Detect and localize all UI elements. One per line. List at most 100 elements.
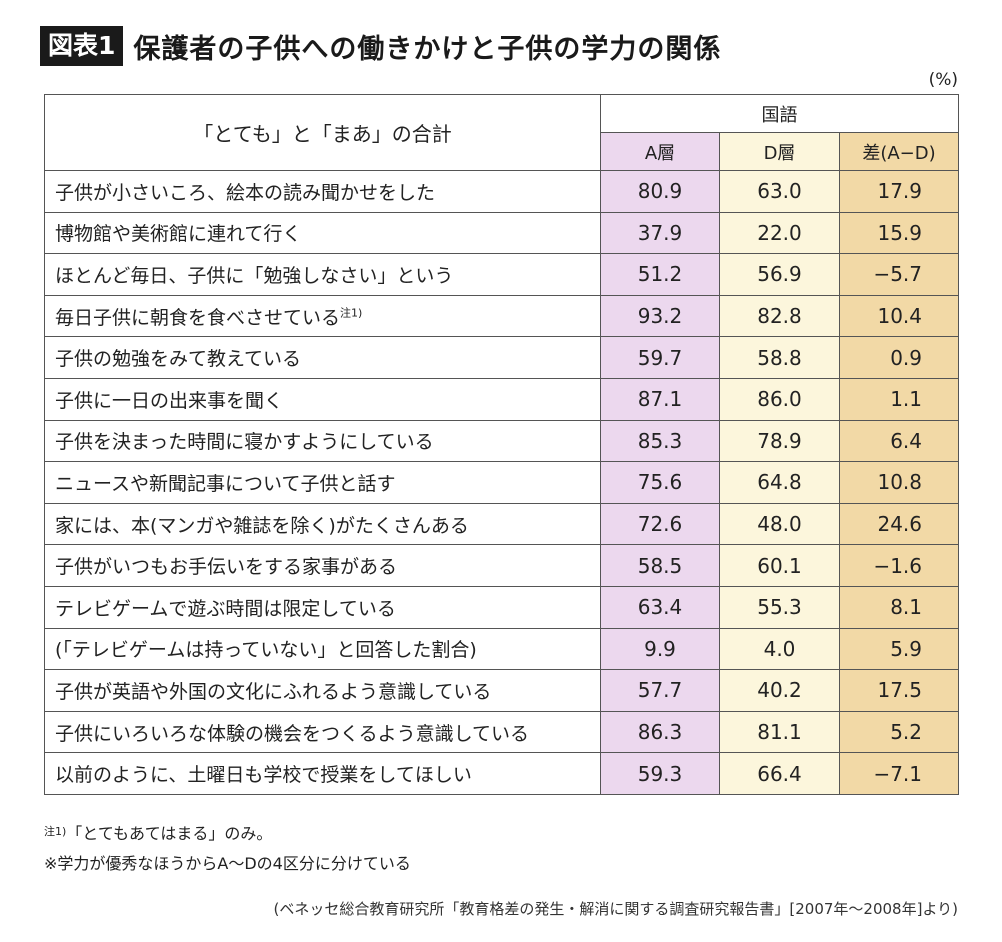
- value-d-cell: 4.0: [719, 627, 840, 671]
- row-header: 「とても」と「まあ」の合計: [44, 94, 601, 171]
- table-row: 家には、本(マンガや雑誌を除く)がたくさんある 72.6 48.0 24.6: [44, 502, 960, 546]
- value-a-cell: 9.9: [600, 627, 720, 671]
- value-d-cell: 60.1: [719, 544, 840, 587]
- row-footnote-mark: 注1): [340, 306, 363, 320]
- footnote-1-text: 「とてもあてはまる」のみ。: [66, 824, 273, 843]
- value-diff-cell: −5.7: [838, 253, 960, 296]
- row-label: ほとんど毎日、子供に「勉強しなさい」という: [44, 253, 601, 296]
- table-row: 子供が英語や外国の文化にふれるよう意識している 57.7 40.2 17.5: [44, 669, 960, 712]
- table-row: 子供が小さいころ、絵本の読み聞かせをした 80.9 63.0 17.9: [44, 170, 960, 213]
- value-a-cell: 37.9: [600, 211, 720, 255]
- title-row: 図表1 保護者の子供への働きかけと子供の学力の関係: [40, 24, 721, 68]
- value-diff-cell: 24.6: [838, 502, 960, 546]
- value-d-cell: 58.8: [719, 336, 840, 379]
- value-diff-cell: 17.5: [838, 669, 960, 712]
- value-a-cell: 59.3: [600, 752, 720, 795]
- value-d-cell: 63.0: [719, 170, 840, 213]
- data-table: 「とても」と「まあ」の合計 国語 A層 D層 差(A−D) 子供が小さいころ、絵…: [44, 94, 960, 795]
- table-row: (「テレビゲームは持っていない」と回答した割合) 9.9 4.0 5.9: [44, 627, 960, 671]
- row-label-text: 子供を決まった時間に寝かすようにしている: [55, 431, 434, 454]
- value-a-cell: 85.3: [600, 419, 720, 463]
- row-label-text: 以前のように、土曜日も学校で授業をしてほしい: [55, 764, 472, 787]
- table-row: 子供の勉強をみて教えている 59.7 58.8 0.9: [44, 336, 960, 379]
- value-diff-cell: 15.9: [838, 211, 960, 255]
- value-diff-cell: 5.2: [838, 710, 960, 754]
- row-label-text: 子供の勉強をみて教えている: [55, 348, 302, 371]
- value-d-cell: 66.4: [719, 752, 840, 795]
- value-diff-cell: 10.4: [838, 294, 960, 338]
- value-d-cell: 40.2: [719, 669, 840, 712]
- row-label: 毎日子供に朝食を食べさせている注1): [44, 294, 601, 338]
- value-d-cell: 78.9: [719, 419, 840, 463]
- row-label-text: 子供がいつもお手伝いをする家事がある: [55, 556, 398, 579]
- row-label: テレビゲームで遊ぶ時間は限定している: [44, 585, 601, 629]
- table-body: 子供が小さいころ、絵本の読み聞かせをした 80.9 63.0 17.9 博物館や美術館に…: [44, 170, 960, 795]
- row-label-text: 子供にいろいろな体験の機会をつくるよう意識している: [55, 722, 530, 745]
- source-citation: (ベネッセ総合教育研究所「教育格差の発生・解消に関する調査研究報告書」[2007…: [273, 900, 958, 918]
- figure-badge: 図表1: [40, 26, 124, 66]
- value-diff-cell: 6.4: [838, 419, 960, 463]
- value-diff-cell: 8.1: [838, 585, 960, 629]
- table-row: ほとんど毎日、子供に「勉強しなさい」という 51.2 56.9 −5.7: [44, 253, 960, 296]
- row-label-text: 子供が英語や外国の文化にふれるよう意識している: [55, 680, 492, 703]
- row-label: 子供がいつもお手伝いをする家事がある: [44, 544, 601, 587]
- table-row: 以前のように、土曜日も学校で授業をしてほしい 59.3 66.4 −7.1: [44, 752, 960, 795]
- row-label-text: 子供が小さいころ、絵本の読み聞かせをした: [55, 181, 436, 204]
- unit-label: (%): [928, 70, 958, 90]
- row-label: 以前のように、土曜日も学校で授業をしてほしい: [44, 752, 601, 795]
- row-label: 子供が小さいころ、絵本の読み聞かせをした: [44, 170, 601, 213]
- group-header: 国語: [599, 94, 960, 133]
- value-diff-cell: 10.8: [838, 461, 960, 504]
- value-diff-cell: −1.6: [838, 544, 960, 587]
- table-row: 博物館や美術館に連れて行く 37.9 22.0 15.9: [44, 211, 960, 255]
- value-d-cell: 56.9: [719, 253, 840, 296]
- row-label-text: 子供に一日の出来事を聞く: [55, 389, 284, 412]
- row-label-text: 家には、本(マンガや雑誌を除く)がたくさんある: [55, 514, 469, 537]
- row-label-text: ほとんど毎日、子供に「勉強しなさい」という: [55, 264, 454, 287]
- value-diff-cell: 17.9: [838, 170, 960, 213]
- page-title: 保護者の子供への働きかけと子供の学力の関係: [133, 33, 722, 65]
- table-row: 子供にいろいろな体験の機会をつくるよう意識している 86.3 81.1 5.2: [44, 710, 960, 754]
- value-diff-cell: 0.9: [838, 336, 960, 379]
- row-label-text: ニュースや新聞記事について子供と話す: [55, 472, 396, 495]
- value-d-cell: 48.0: [719, 502, 840, 546]
- value-a-cell: 63.4: [600, 585, 720, 629]
- value-a-cell: 80.9: [600, 170, 720, 213]
- footnote-1: 注1)「とてもあてはまる」のみ。: [44, 820, 272, 844]
- row-label: 子供にいろいろな体験の機会をつくるよう意識している: [44, 710, 601, 754]
- row-label-text: テレビゲームで遊ぶ時間は限定している: [55, 597, 396, 620]
- value-a-cell: 87.1: [600, 377, 720, 421]
- value-a-cell: 59.7: [600, 336, 720, 379]
- column-header-a: A層: [600, 132, 720, 171]
- value-d-cell: 81.1: [719, 710, 840, 754]
- row-label: 子供が英語や外国の文化にふれるよう意識している: [44, 669, 601, 712]
- value-a-cell: 57.7: [600, 669, 720, 712]
- value-a-cell: 72.6: [600, 502, 720, 546]
- row-label: 家には、本(マンガや雑誌を除く)がたくさんある: [44, 502, 601, 546]
- value-diff-cell: −7.1: [838, 752, 960, 795]
- footnote-2: ※学力が優秀なほうからA〜Dの4区分に分けている: [44, 854, 411, 873]
- value-diff-cell: 5.9: [838, 627, 960, 671]
- table-row: テレビゲームで遊ぶ時間は限定している 63.4 55.3 8.1: [44, 585, 960, 629]
- table-row: 子供に一日の出来事を聞く 87.1 86.0 1.1: [44, 377, 960, 421]
- row-label: (「テレビゲームは持っていない」と回答した割合): [44, 627, 601, 671]
- value-a-cell: 93.2: [600, 294, 720, 338]
- value-d-cell: 64.8: [719, 461, 840, 504]
- value-a-cell: 58.5: [600, 544, 720, 587]
- row-label: 子供を決まった時間に寝かすようにしている: [44, 419, 601, 463]
- table-row: 毎日子供に朝食を食べさせている注1) 93.2 82.8 10.4: [44, 294, 960, 338]
- row-label: ニュースや新聞記事について子供と話す: [44, 461, 601, 504]
- value-d-cell: 82.8: [719, 294, 840, 338]
- row-label: 子供に一日の出来事を聞く: [44, 377, 601, 421]
- row-label: 博物館や美術館に連れて行く: [44, 211, 601, 255]
- value-d-cell: 86.0: [719, 377, 840, 421]
- row-label-text: 毎日子供に朝食を食べさせている: [55, 306, 341, 329]
- value-a-cell: 75.6: [600, 461, 720, 504]
- column-header-d: D層: [719, 132, 840, 171]
- value-d-cell: 22.0: [719, 211, 840, 255]
- row-label: 子供の勉強をみて教えている: [44, 336, 601, 379]
- table-row: 子供を決まった時間に寝かすようにしている 85.3 78.9 6.4: [44, 419, 960, 463]
- table-row: ニュースや新聞記事について子供と話す 75.6 64.8 10.8: [44, 461, 960, 504]
- value-a-cell: 51.2: [600, 253, 720, 296]
- value-a-cell: 86.3: [600, 710, 720, 754]
